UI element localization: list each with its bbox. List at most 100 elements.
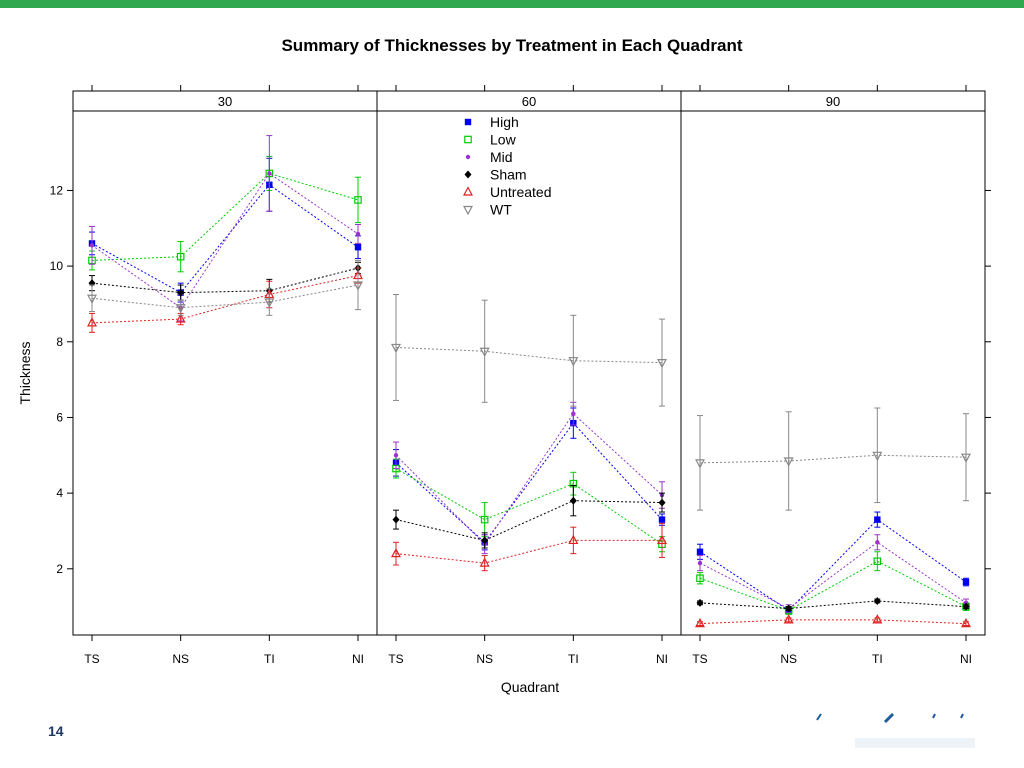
data-point: [175, 304, 186, 314]
legend-label: Sham: [490, 167, 527, 183]
legend-label: High: [490, 114, 519, 130]
data-point: [657, 358, 667, 369]
data-point: [391, 343, 401, 354]
series-sham: [392, 485, 666, 549]
series-sham: [88, 261, 362, 303]
series-untreated: [391, 522, 667, 572]
series-line: [395, 468, 663, 545]
data-point: [571, 411, 576, 416]
panel-30: 30 TS NS TI NI: [72, 85, 378, 666]
data-point: [89, 243, 95, 248]
data-point: [568, 357, 579, 367]
panel-90: 90 TS NS TI NI: [680, 85, 986, 666]
series-line: [395, 500, 663, 541]
data-point: [696, 574, 704, 583]
legend-marker: [464, 135, 472, 144]
series-line: [699, 600, 967, 610]
x-tick-label: TI: [264, 652, 275, 666]
data-point: [355, 231, 361, 237]
data-point: [658, 498, 666, 507]
x-tick-label: TS: [84, 652, 99, 666]
series-line: [699, 560, 967, 611]
data-point: [354, 244, 362, 251]
data-point: [961, 453, 971, 463]
data-point: [175, 313, 186, 323]
plot-layer: 2 4 6 8 10 12 30 TS NS TI NI 60 TS NS TI NI 90 TS NS TI NI Hi…: [50, 85, 991, 666]
series-line: [91, 267, 359, 294]
data-point: [657, 534, 667, 545]
data-point: [568, 534, 579, 545]
data-point: [785, 604, 793, 613]
x-tick-label: TI: [872, 652, 883, 666]
x-tick-label: TI: [568, 652, 579, 666]
data-point: [696, 598, 704, 607]
legend-marker: [464, 170, 472, 179]
x-tick-label: NI: [352, 652, 364, 666]
data-point: [353, 281, 363, 291]
data-point: [872, 451, 883, 462]
data-point: [696, 548, 704, 555]
data-point: [267, 171, 272, 176]
data-point: [873, 557, 882, 566]
series-line: [699, 518, 967, 612]
y-tick-label: 4: [56, 486, 63, 500]
data-point: [392, 515, 400, 524]
series-line: [395, 422, 663, 544]
series-high: [696, 511, 970, 615]
data-point: [393, 453, 399, 458]
panel-frame: [72, 110, 378, 636]
series-untreated: [87, 267, 363, 333]
y-tick-label: 10: [50, 259, 64, 273]
data-point: [783, 614, 794, 624]
x-tick-label: NI: [656, 652, 668, 666]
data-point: [875, 540, 880, 545]
data-point: [87, 317, 97, 327]
x-axis-label: Quadrant: [501, 679, 559, 695]
data-point: [479, 557, 490, 567]
data-point: [177, 288, 185, 297]
series-wt: [87, 259, 363, 316]
x-tick-label: NS: [780, 652, 797, 666]
data-point: [961, 617, 971, 628]
series-line: [91, 172, 359, 309]
y-tick-label: 8: [56, 335, 63, 349]
data-point: [391, 547, 401, 558]
legend-label: Untreated: [490, 184, 551, 200]
faded-logo: [816, 712, 975, 748]
data-point: [354, 196, 362, 204]
series-line: [699, 619, 967, 625]
data-point: [176, 252, 185, 261]
data-point: [962, 602, 970, 611]
data-point: [658, 516, 666, 523]
panel-frame: [680, 110, 986, 636]
data-point: [697, 560, 703, 566]
series-high: [88, 157, 362, 303]
legend-label: WT: [490, 202, 512, 218]
series-mid: [89, 135, 361, 322]
x-tick-label: TS: [388, 652, 403, 666]
chart-title: Summary of Thicknesses by Treatment in E…: [281, 36, 742, 55]
series-low: [392, 458, 666, 553]
series-line: [91, 172, 359, 261]
series-line: [91, 275, 359, 324]
page-number: 14: [48, 723, 64, 739]
y-tick-label: 6: [56, 410, 63, 424]
y-tick-label: 12: [50, 183, 64, 197]
series-line: [699, 541, 967, 610]
data-point: [481, 536, 489, 545]
data-point: [695, 459, 705, 469]
legend-marker: [464, 118, 472, 126]
panel-strip-label: 90: [826, 94, 840, 109]
data-point: [962, 578, 970, 586]
series-low: [88, 155, 362, 273]
data-point: [569, 496, 577, 505]
series-wt: [391, 293, 667, 407]
series-line: [395, 346, 663, 364]
x-tick-label: NI: [960, 652, 972, 666]
y-tick-label: 2: [56, 562, 63, 576]
data-point: [874, 516, 881, 523]
panel-strip-label: 60: [522, 94, 536, 109]
x-tick-label: NS: [476, 652, 493, 666]
